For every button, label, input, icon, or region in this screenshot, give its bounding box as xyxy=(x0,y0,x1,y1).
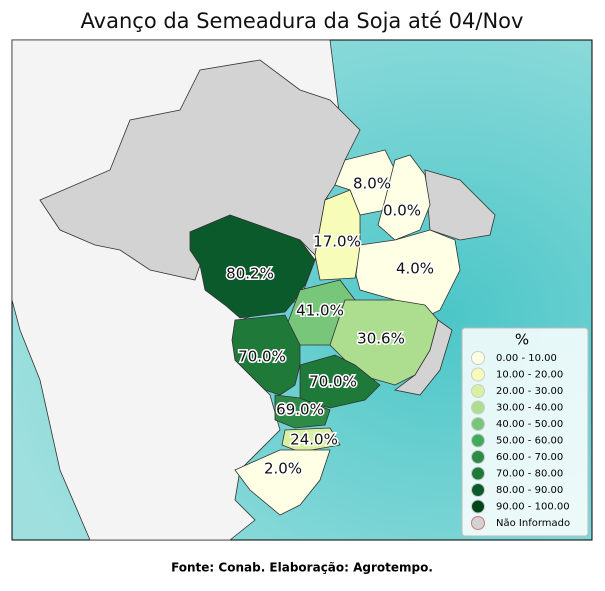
state-region xyxy=(377,154,431,241)
legend-swatch xyxy=(471,516,485,530)
legend-label: 0.00 - 10.00 xyxy=(496,353,557,364)
region-label: 0.0% xyxy=(383,202,421,220)
legend-label: 80.00 - 90.00 xyxy=(496,485,563,496)
legend-label: 90.00 - 100.00 xyxy=(496,502,570,513)
region-label: 70.0% xyxy=(238,348,286,366)
legend-swatch xyxy=(471,384,485,398)
source-note: Fonte: Conab. Elaboração: Agrotempo. xyxy=(171,561,433,575)
region-label: 30.6% xyxy=(357,330,405,348)
state-region xyxy=(234,449,331,516)
state-region xyxy=(281,427,341,453)
map-title: Avanço da Semeadura da Soja até 04/Nov xyxy=(81,9,524,33)
legend-label: 30.00 - 40.00 xyxy=(496,403,563,414)
legend-swatch xyxy=(471,450,485,464)
region-label: 2.0% xyxy=(264,460,302,478)
legend-swatch xyxy=(471,499,485,514)
legend-label: 60.00 - 70.00 xyxy=(496,452,563,463)
legend-label: Não Informado xyxy=(496,518,570,529)
legend-swatch xyxy=(471,400,485,415)
region-label: 8.0% xyxy=(353,175,391,193)
state-region xyxy=(231,314,301,396)
legend-label: 10.00 - 20.00 xyxy=(496,370,563,381)
state-region xyxy=(189,214,316,319)
legend-label: 50.00 - 60.00 xyxy=(496,436,563,447)
region-label: 41.0% xyxy=(296,302,344,320)
legend-label: 20.00 - 30.00 xyxy=(496,386,563,397)
state-region xyxy=(274,394,331,429)
legend-label: 40.00 - 50.00 xyxy=(496,419,563,430)
state-region xyxy=(334,149,396,216)
region-label: 4.0% xyxy=(396,260,434,278)
legend-swatch xyxy=(471,351,485,365)
legend-swatch xyxy=(471,433,485,448)
legend-swatch xyxy=(471,367,485,382)
region-label: 24.0% xyxy=(290,431,338,449)
region-label: 70.0% xyxy=(309,373,357,391)
legend-box xyxy=(461,327,589,537)
legend-swatch xyxy=(471,483,485,497)
state-region xyxy=(329,299,439,386)
region-label: 17.0% xyxy=(313,233,361,251)
legend-label: 70.00 - 80.00 xyxy=(496,469,563,480)
legend-swatch xyxy=(471,466,485,481)
legend-title: % xyxy=(515,331,529,349)
region-label: 80.2% xyxy=(226,265,274,283)
state-region xyxy=(355,229,461,321)
region-label: 69.0% xyxy=(276,401,324,419)
legend-swatch xyxy=(471,417,485,431)
